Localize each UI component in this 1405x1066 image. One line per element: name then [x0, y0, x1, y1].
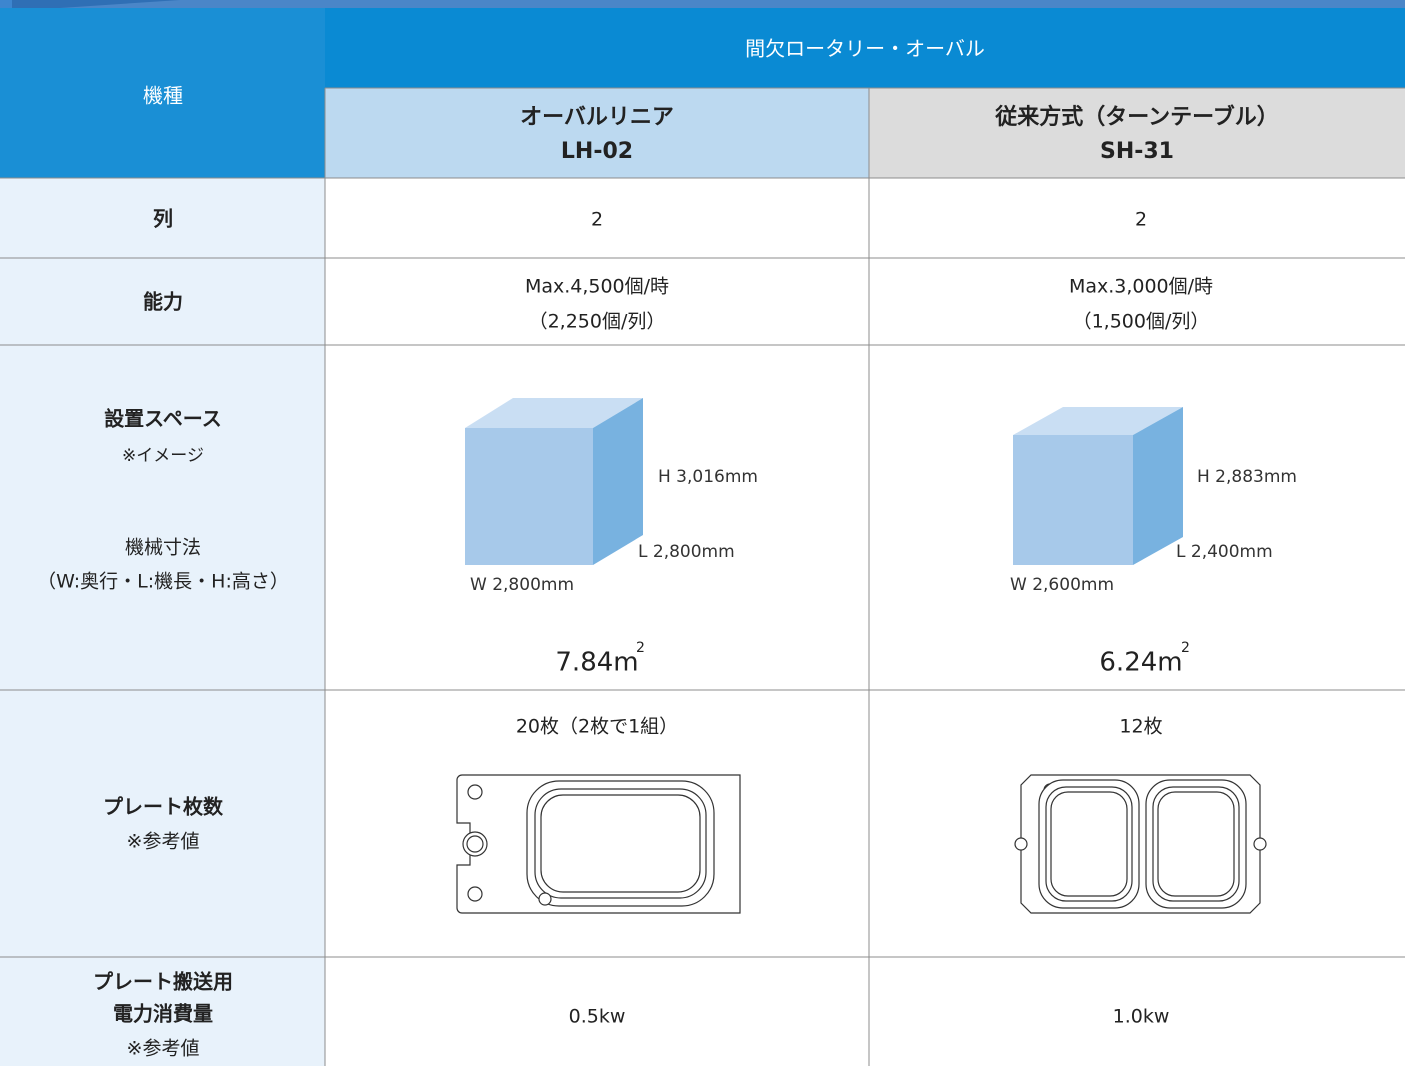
hole	[466, 835, 484, 853]
plate-drawing	[1014, 774, 1267, 914]
row-label: （W:奥行・L:機長・H:高さ）	[37, 571, 289, 593]
cube	[1013, 407, 1183, 565]
cell: （1,500個/列）	[1073, 311, 1210, 333]
cube-side	[1133, 407, 1183, 565]
column-model: SH-31	[1100, 139, 1174, 164]
row-label: 設置スペース	[104, 407, 222, 431]
group-label: 間欠ロータリー・オーバル	[745, 37, 985, 61]
area: 6.24m	[1099, 648, 1182, 678]
label-column	[0, 178, 325, 1066]
cell: 20枚（2枚で1組）	[516, 716, 678, 738]
hole	[467, 886, 483, 902]
column-header	[869, 88, 1405, 178]
cell: 2	[1135, 209, 1147, 231]
corner-label: 機種	[143, 84, 183, 108]
cavity	[540, 794, 701, 893]
cell: 12枚	[1119, 716, 1162, 738]
plate-drawing	[456, 774, 741, 914]
grid	[0, 87, 1405, 1066]
row-note: ※参考値	[127, 1038, 200, 1060]
area-exponent: 2	[636, 640, 645, 656]
dimension: W 2,600mm	[1010, 575, 1114, 595]
cube-front	[465, 428, 593, 565]
row-label: 能力	[143, 290, 183, 314]
cell: 1.0kw	[1113, 1006, 1170, 1028]
dimension: H 2,883mm	[1197, 467, 1297, 487]
row-label: プレート枚数	[103, 795, 224, 819]
row-label: 列	[153, 207, 173, 231]
cell: （2,250個/列）	[529, 311, 666, 333]
group-header	[325, 8, 1405, 88]
hole	[538, 892, 552, 906]
cube-side	[593, 398, 643, 565]
cavity	[1050, 791, 1128, 897]
column-name: 従来方式（ターンテーブル）	[994, 104, 1279, 130]
screw	[1014, 837, 1028, 851]
cavity	[1157, 791, 1235, 897]
cube-top	[1013, 407, 1183, 435]
corner-cell	[0, 8, 325, 178]
row-label: 機械寸法	[125, 537, 201, 559]
row-label: プレート搬送用	[93, 970, 233, 994]
dimension: L 2,800mm	[638, 542, 735, 562]
row-note: ※イメージ	[122, 446, 204, 466]
cube-front	[1013, 435, 1133, 565]
cell: 0.5kw	[569, 1006, 626, 1028]
cube	[465, 398, 643, 565]
cube-top	[465, 398, 643, 428]
row-note: ※参考値	[127, 831, 200, 853]
column-name: オーバルリニア	[520, 105, 674, 130]
decor	[0, 0, 180, 8]
dimension: H 3,016mm	[658, 467, 758, 487]
area: 7.84m	[555, 648, 638, 678]
screw	[1253, 837, 1267, 851]
cell: Max.3,000個/時	[1069, 276, 1213, 298]
area-exponent: 2	[1181, 640, 1190, 656]
column-model: LH-02	[561, 139, 633, 164]
row-label: 電力消費量	[113, 1002, 213, 1026]
hole	[467, 784, 483, 800]
dimension: L 2,400mm	[1176, 542, 1273, 562]
column-header	[325, 88, 869, 178]
cell: 2	[591, 209, 603, 231]
dimension: W 2,800mm	[470, 575, 574, 595]
cell: Max.4,500個/時	[525, 276, 669, 298]
top-band	[0, 0, 1405, 8]
